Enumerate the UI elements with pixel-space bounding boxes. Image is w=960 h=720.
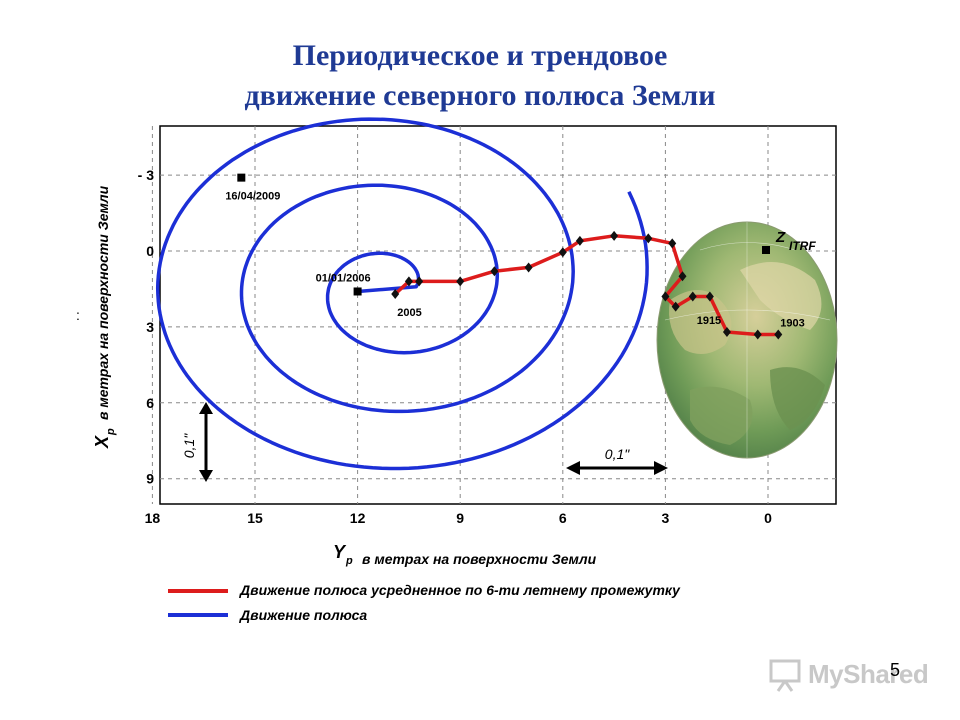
- y-axis-label-sub: p: [105, 428, 117, 436]
- year-label-1915: 1915: [697, 315, 721, 327]
- mean-pole-point: [391, 289, 400, 300]
- mean-pole-track: 2005 1915 1903: [391, 230, 805, 340]
- horizontal-scale-bar: 0,1": [566, 446, 668, 475]
- mean-pole-point: [774, 329, 783, 340]
- mean-pole-point: [668, 238, 677, 249]
- x-axis-label-text: в метрах на поверхности Земли: [362, 551, 597, 567]
- pole-motion-track: [155, 117, 649, 471]
- page-number: 5: [890, 660, 901, 680]
- mean-pole-point: [558, 247, 567, 258]
- x-axis-label: Y p в метрах на поверхности Земли: [333, 542, 597, 567]
- y-tick-label: 3: [146, 319, 154, 335]
- watermark-text: MyShared: [808, 659, 929, 689]
- legend-label-mean-pole: Движение полюса усредненное по 6-ти летн…: [239, 582, 681, 598]
- pole-motion-line: [155, 117, 649, 471]
- mean-pole-point: [688, 291, 697, 302]
- mean-pole-point: [524, 262, 533, 273]
- mean-pole-point: [575, 235, 584, 246]
- mean-pole-point: [678, 271, 687, 282]
- end-label-2009: 16/04/2009: [225, 191, 280, 203]
- y-axis-ticks: - 3 0 3 6 9: [138, 167, 155, 487]
- mean-pole-point: [705, 291, 714, 302]
- mean-pole-point: [722, 326, 731, 337]
- y-axis-label-text: в метрах на поверхности Земли: [95, 185, 111, 420]
- y-axis-label: X p в метрах на поверхности Земли: [92, 185, 117, 449]
- title-line-1: Периодическое и трендовое: [292, 39, 668, 72]
- x-tick-label: 9: [456, 510, 464, 526]
- presentation-board-icon: [769, 659, 801, 692]
- watermark: MyShared: [768, 655, 938, 695]
- start-label-2006: 01/01/2006: [316, 272, 371, 284]
- end-marker-2009: [237, 173, 246, 182]
- title-line-2: движение северного полюса Земли: [244, 79, 716, 112]
- x-tick-label: 0: [764, 510, 772, 526]
- earth-globe-image: [656, 221, 838, 459]
- x-tick-label: 6: [559, 510, 567, 526]
- mean-pole-point: [404, 276, 413, 287]
- mean-pole-point: [753, 329, 762, 340]
- legend: Движение полюса усредненное по 6-ти летн…: [168, 582, 681, 623]
- mean-pole-point: [456, 276, 465, 287]
- mean-pole-point: [644, 233, 653, 244]
- year-label-2005: 2005: [397, 307, 421, 319]
- vertical-scale-bar: 0,1": [181, 402, 213, 482]
- vertical-scale-label: 0,1": [181, 433, 197, 458]
- x-tick-label: 18: [145, 510, 161, 526]
- mean-pole-point: [490, 266, 499, 277]
- year-label-1903: 1903: [780, 317, 804, 329]
- zitrf-sub: ITRF: [789, 239, 816, 253]
- mean-pole-point: [671, 301, 680, 312]
- page-title: Периодическое и трендовое движение север…: [0, 36, 960, 116]
- y-tick-label: 0: [146, 243, 154, 259]
- stray-mark: :: [76, 307, 80, 323]
- legend-label-pole: Движение полюса: [239, 607, 367, 623]
- start-marker-2006: [353, 287, 362, 296]
- x-axis-label-sub: p: [345, 555, 353, 567]
- x-axis-ticks: 18 15 12 9 6 3 0: [145, 510, 772, 526]
- y-tick-label: - 3: [138, 167, 155, 183]
- y-tick-label: 9: [146, 471, 154, 487]
- x-tick-label: 12: [350, 510, 366, 526]
- y-axis-label-main: X: [92, 435, 112, 449]
- zitrf-marker: [762, 246, 770, 254]
- y-tick-label: 6: [146, 395, 154, 411]
- mean-pole-point: [415, 276, 424, 287]
- x-axis-label-main: Y: [333, 542, 347, 562]
- x-tick-label: 3: [662, 510, 670, 526]
- horizontal-scale-label: 0,1": [605, 446, 630, 462]
- mean-pole-point: [661, 291, 670, 302]
- zitrf-label: Z: [775, 229, 786, 246]
- x-tick-label: 15: [247, 510, 263, 526]
- mean-pole-point: [610, 230, 619, 241]
